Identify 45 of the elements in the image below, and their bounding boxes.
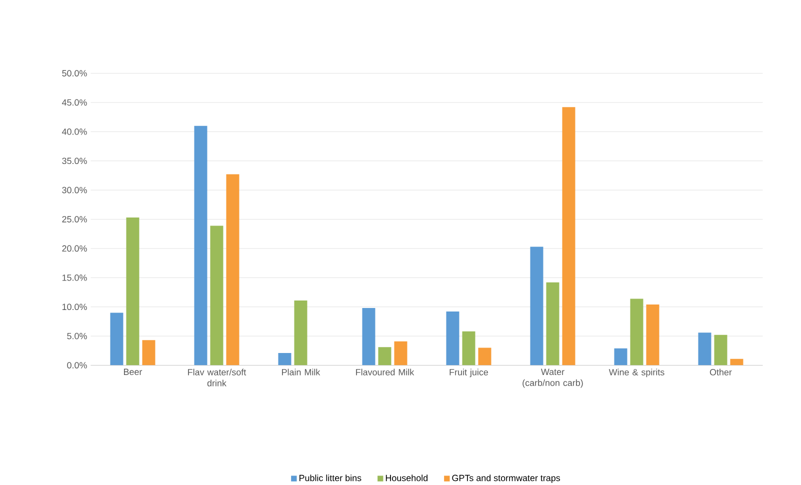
y-tick-label: 50.0% xyxy=(62,70,87,76)
bar xyxy=(730,358,744,366)
bar xyxy=(546,282,560,366)
bar xyxy=(110,312,124,366)
y-tick-label: 25.0% xyxy=(62,216,87,222)
bar xyxy=(378,347,392,366)
y-tick-label: 15.0% xyxy=(62,274,87,281)
x-tick-label: Fruit juice xyxy=(450,368,488,378)
x-tick-label: Other xyxy=(710,368,732,376)
bar xyxy=(362,308,376,366)
bar xyxy=(210,226,224,366)
bar xyxy=(478,348,492,366)
bar xyxy=(646,304,660,366)
y-tick-label: 20.0% xyxy=(62,245,87,252)
bar xyxy=(446,312,460,366)
bar xyxy=(714,334,728,366)
y-tick-label: 10.0% xyxy=(62,304,87,310)
legend-label: Public litter bins xyxy=(299,474,362,482)
bar xyxy=(194,126,208,366)
legend-label: Household xyxy=(386,474,428,482)
y-tick-label: 30.0% xyxy=(62,186,87,194)
y-tick-label: 45.0% xyxy=(62,99,87,106)
x-tick-label: Flav water/soft drink xyxy=(188,368,246,386)
bar xyxy=(226,174,240,366)
y-tick-label: 35.0% xyxy=(62,158,87,164)
bar xyxy=(462,331,476,366)
legend-label: GPTs and stormwater traps xyxy=(452,474,560,483)
bar xyxy=(698,332,712,366)
bar xyxy=(142,340,156,366)
y-tick-label: 5.0% xyxy=(67,332,87,340)
x-tick-label: Plain Milk xyxy=(282,368,320,376)
y-tick-label: 40.0% xyxy=(62,128,87,135)
bar xyxy=(630,298,644,366)
bar xyxy=(614,348,628,366)
bar xyxy=(294,300,308,366)
x-tick-label: Water (carb/non carb) xyxy=(522,368,583,388)
y-tick-label: 0.0% xyxy=(67,362,87,368)
bar xyxy=(126,218,140,366)
bar xyxy=(394,341,408,366)
bar xyxy=(278,353,292,366)
bar xyxy=(530,246,544,366)
x-tick-label: Wine & spirits xyxy=(608,368,664,378)
x-tick-label: Beer xyxy=(124,368,142,376)
bar xyxy=(562,107,576,366)
x-tick-label: Flavoured Milk xyxy=(356,368,414,376)
